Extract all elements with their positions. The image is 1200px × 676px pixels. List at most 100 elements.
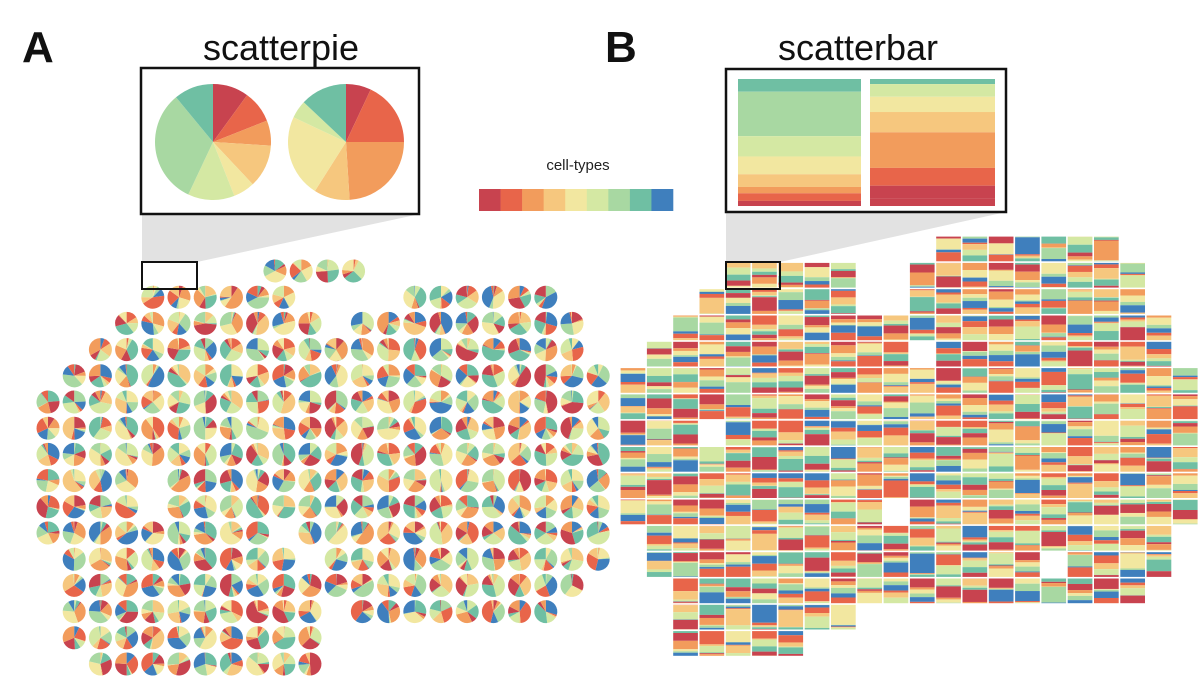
pie-slice bbox=[88, 600, 101, 612]
pie-slice bbox=[193, 584, 206, 597]
bar-segment bbox=[1094, 481, 1119, 488]
pie-slice bbox=[439, 573, 441, 586]
bar-segment bbox=[962, 512, 988, 525]
pie-slice bbox=[545, 339, 553, 350]
pie-slice bbox=[310, 480, 315, 492]
pie-slice bbox=[336, 521, 340, 533]
pie-slice bbox=[336, 364, 341, 376]
pie-slice bbox=[74, 375, 86, 385]
pie-slice bbox=[519, 290, 531, 298]
pie-slice bbox=[257, 349, 265, 360]
pie-slice bbox=[179, 551, 191, 570]
bar-segment bbox=[673, 448, 698, 457]
spot-pie bbox=[429, 495, 453, 519]
pie-slice bbox=[246, 559, 258, 566]
pie-slice bbox=[116, 626, 127, 638]
pie-slice bbox=[388, 585, 398, 597]
bar-segment bbox=[752, 297, 777, 311]
bar-segment bbox=[936, 541, 961, 543]
pie-slice bbox=[519, 573, 527, 586]
pie-slice bbox=[179, 506, 184, 518]
pie-slice bbox=[298, 626, 310, 646]
bar-segment bbox=[778, 478, 804, 482]
pie-slice bbox=[300, 371, 322, 388]
pie-slice bbox=[219, 426, 232, 440]
pie-slice bbox=[100, 506, 112, 508]
spot-pie bbox=[298, 495, 322, 519]
pie-slice bbox=[572, 480, 584, 490]
bar-segment bbox=[1041, 586, 1067, 603]
pie-slice bbox=[403, 611, 424, 624]
spot-pie bbox=[403, 442, 427, 466]
pie-slice bbox=[336, 364, 337, 376]
bar-segment bbox=[962, 286, 988, 288]
pie-slice bbox=[298, 532, 314, 545]
spot-pie bbox=[141, 521, 165, 545]
pie-slice bbox=[94, 533, 101, 545]
pie-slice bbox=[545, 416, 558, 431]
pie-slice bbox=[572, 416, 580, 429]
bar-segment bbox=[936, 499, 961, 503]
pie-slice bbox=[414, 478, 427, 481]
bar-segment bbox=[1172, 368, 1198, 376]
bar-segment bbox=[752, 588, 777, 594]
pie-slice bbox=[62, 366, 75, 376]
pie-slice bbox=[353, 259, 356, 271]
pie-slice bbox=[275, 259, 285, 271]
spot-pie bbox=[141, 547, 165, 571]
spot-pie bbox=[324, 521, 348, 545]
spot-bar bbox=[673, 420, 698, 446]
bar-segment bbox=[988, 488, 1014, 490]
bar-segment bbox=[752, 556, 777, 564]
pie-slice bbox=[362, 506, 374, 512]
pie-slice bbox=[508, 424, 520, 435]
bar-segment bbox=[752, 578, 777, 584]
pie-slice bbox=[231, 375, 243, 387]
bar-segment bbox=[1120, 273, 1145, 275]
pie-slice bbox=[221, 506, 232, 517]
bar-segment bbox=[1146, 501, 1172, 502]
pie-slice bbox=[227, 375, 235, 388]
bar-segment bbox=[988, 299, 1014, 307]
pie-slice bbox=[179, 454, 186, 466]
pie-slice bbox=[246, 656, 264, 676]
pie-slice bbox=[95, 469, 101, 481]
bar-segment bbox=[778, 450, 804, 452]
pie-slice bbox=[434, 323, 441, 334]
pie-slice bbox=[195, 548, 206, 560]
pie-slice bbox=[493, 527, 505, 541]
pie-slice bbox=[115, 547, 127, 560]
pie-slice bbox=[517, 521, 520, 533]
bar-segment bbox=[673, 341, 698, 349]
bar-segment bbox=[1172, 390, 1198, 393]
bar-segment bbox=[804, 447, 830, 456]
spot-pie bbox=[560, 547, 584, 571]
bar-segment bbox=[857, 527, 882, 530]
pie-slice bbox=[283, 297, 290, 308]
pie-slice bbox=[413, 390, 415, 402]
pie-slice bbox=[309, 338, 310, 350]
pie-slice bbox=[231, 442, 236, 455]
spot-bar bbox=[646, 341, 672, 367]
pie-slice bbox=[377, 428, 400, 440]
pie-slice bbox=[231, 531, 243, 540]
pie-slice bbox=[467, 547, 479, 570]
pie-slice bbox=[246, 578, 258, 586]
pie-slice bbox=[231, 469, 243, 489]
pie-slice bbox=[177, 364, 179, 376]
spot-pie bbox=[377, 600, 401, 624]
pie-slice bbox=[273, 320, 296, 335]
pie-slice bbox=[493, 323, 505, 334]
bar-segment bbox=[1015, 339, 1040, 341]
pie-slice bbox=[152, 521, 165, 533]
bar-segment bbox=[725, 351, 751, 357]
pie-slice bbox=[179, 632, 191, 647]
spot-bar bbox=[620, 447, 646, 472]
pie-slice bbox=[298, 661, 310, 665]
pie-slice bbox=[281, 454, 284, 466]
pie-slice bbox=[274, 469, 284, 481]
bar-segment bbox=[831, 597, 856, 604]
pie-slice bbox=[231, 311, 234, 324]
bar-segment bbox=[1041, 308, 1067, 314]
pie-slice bbox=[257, 294, 270, 298]
